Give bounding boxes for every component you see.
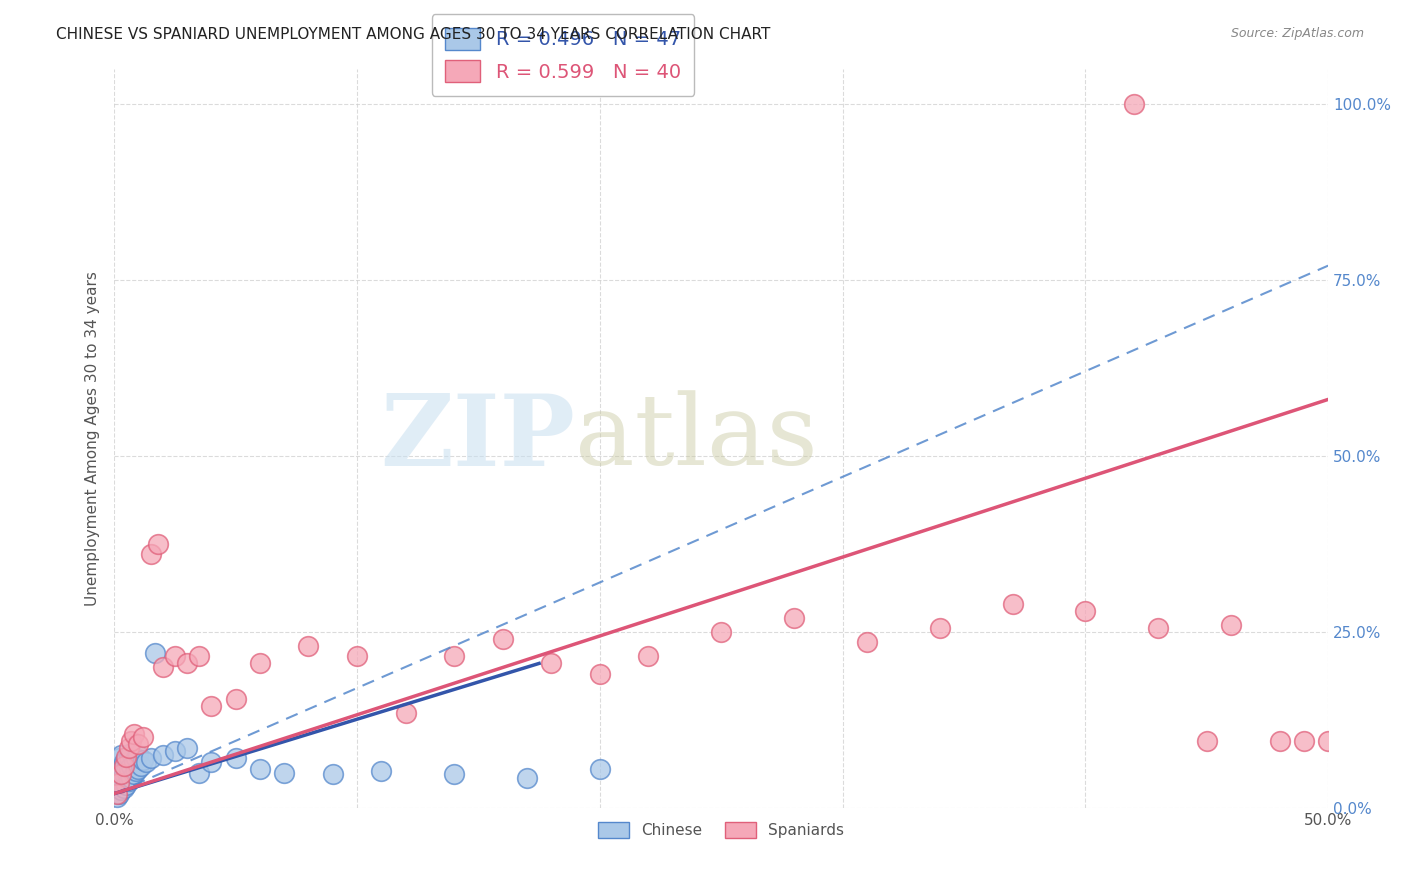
Point	[200, 755, 222, 769]
Point	[297, 639, 319, 653]
Point	[118, 750, 141, 764]
Point	[346, 649, 368, 664]
Point	[105, 780, 128, 794]
Point	[115, 750, 138, 764]
Point	[122, 755, 145, 769]
Text: ZIP: ZIP	[381, 390, 575, 487]
Point	[443, 767, 465, 781]
Point	[115, 778, 138, 792]
Point	[163, 744, 186, 758]
Point	[152, 747, 174, 762]
Point	[783, 610, 806, 624]
Point	[127, 738, 149, 752]
Point	[176, 657, 198, 671]
Point	[108, 762, 131, 776]
Point	[110, 767, 132, 781]
Point	[127, 747, 149, 762]
Y-axis label: Unemployment Among Ages 30 to 34 years: Unemployment Among Ages 30 to 34 years	[86, 270, 100, 606]
Point	[139, 547, 162, 561]
Text: atlas: atlas	[575, 390, 818, 486]
Text: Source: ZipAtlas.com: Source: ZipAtlas.com	[1230, 27, 1364, 40]
Point	[135, 755, 157, 769]
Point	[273, 765, 295, 780]
Point	[200, 698, 222, 713]
Point	[540, 657, 562, 671]
Text: CHINESE VS SPANIARD UNEMPLOYMENT AMONG AGES 30 TO 34 YEARS CORRELATION CHART: CHINESE VS SPANIARD UNEMPLOYMENT AMONG A…	[56, 27, 770, 42]
Point	[122, 727, 145, 741]
Point	[1220, 617, 1243, 632]
Point	[125, 751, 148, 765]
Point	[152, 660, 174, 674]
Point	[1074, 604, 1097, 618]
Point	[112, 755, 135, 769]
Point	[225, 751, 247, 765]
Point	[1268, 734, 1291, 748]
Point	[188, 765, 211, 780]
Point	[443, 649, 465, 664]
Point	[125, 764, 148, 779]
Point	[370, 764, 392, 779]
Point	[132, 731, 155, 745]
Point	[122, 767, 145, 781]
Point	[1122, 96, 1144, 111]
Point	[108, 751, 131, 765]
Point	[105, 769, 128, 783]
Point	[589, 762, 612, 776]
Point	[120, 771, 142, 785]
Point	[115, 764, 138, 779]
Point	[249, 762, 271, 776]
Point	[928, 621, 950, 635]
Point	[163, 649, 186, 664]
Point	[108, 787, 131, 801]
Point	[322, 767, 344, 781]
Point	[856, 635, 879, 649]
Point	[118, 774, 141, 789]
Point	[1001, 597, 1024, 611]
Point	[132, 753, 155, 767]
Point	[637, 649, 659, 664]
Point	[120, 734, 142, 748]
Point	[1195, 734, 1218, 748]
Point	[589, 667, 612, 681]
Point	[105, 790, 128, 805]
Point	[176, 740, 198, 755]
Point	[225, 691, 247, 706]
Point	[1317, 734, 1340, 748]
Point	[118, 740, 141, 755]
Point	[105, 787, 128, 801]
Point	[1292, 734, 1315, 748]
Point	[129, 758, 152, 772]
Point	[120, 758, 142, 772]
Point	[1147, 621, 1170, 635]
Point	[394, 706, 416, 720]
Point	[492, 632, 515, 646]
Point	[110, 747, 132, 762]
Point	[139, 751, 162, 765]
Point	[112, 780, 135, 795]
Point	[120, 746, 142, 760]
Point	[146, 537, 169, 551]
Point	[127, 762, 149, 776]
Point	[188, 649, 211, 664]
Point	[110, 783, 132, 797]
Point	[108, 776, 131, 790]
Point	[249, 657, 271, 671]
Point	[110, 771, 132, 785]
Point	[145, 646, 167, 660]
Point	[118, 762, 141, 776]
Point	[108, 774, 131, 789]
Point	[710, 624, 733, 639]
Point	[110, 760, 132, 774]
Legend: Chinese, Spaniards: Chinese, Spaniards	[592, 816, 851, 845]
Point	[516, 771, 538, 785]
Point	[115, 753, 138, 767]
Point	[112, 758, 135, 772]
Point	[112, 767, 135, 781]
